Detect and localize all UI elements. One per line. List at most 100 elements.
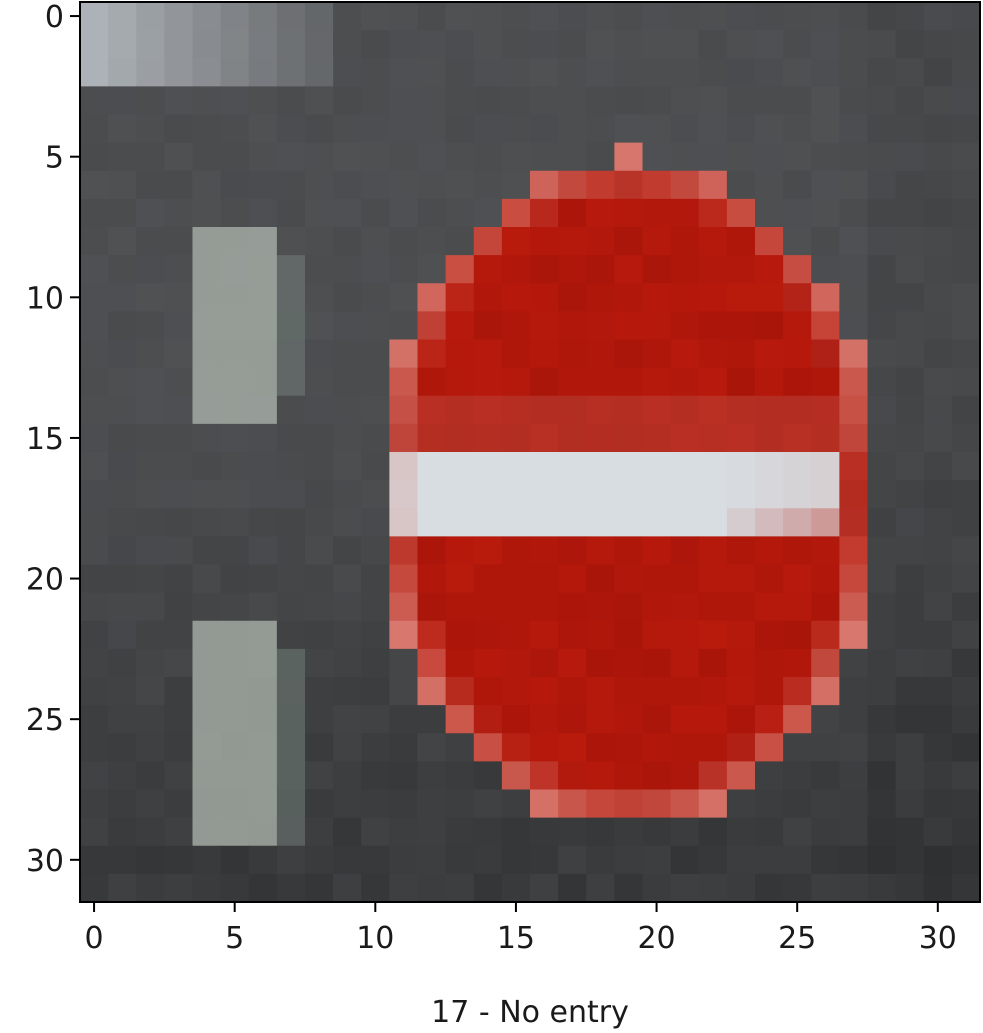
image-pixel — [670, 142, 700, 172]
image-pixel — [530, 198, 559, 228]
image-pixel — [501, 255, 531, 284]
image-pixel — [164, 733, 194, 762]
image-pixel — [389, 508, 419, 537]
image-pixel — [361, 86, 390, 116]
image-pixel — [361, 480, 390, 509]
image-pixel — [867, 367, 897, 397]
image-pixel — [248, 423, 278, 453]
image-pixel — [670, 2, 700, 31]
image-pixel — [726, 789, 756, 819]
image-pixel — [80, 114, 109, 144]
image-pixel — [164, 761, 194, 791]
image-pixel — [726, 452, 756, 481]
image-pixel — [614, 677, 644, 706]
image-pixel — [670, 423, 700, 453]
image-pixel — [501, 198, 531, 228]
image-pixel — [220, 30, 250, 59]
image-pixel — [389, 142, 419, 172]
image-pixel — [136, 789, 165, 819]
image-pixel — [614, 114, 644, 144]
image-pixel — [811, 198, 840, 228]
image-pixel — [389, 283, 419, 312]
image-pixel — [417, 733, 447, 762]
image-pixel — [305, 395, 334, 425]
image-pixel — [530, 761, 559, 791]
image-pixel — [726, 845, 756, 875]
image-pixel — [136, 564, 165, 594]
image-pixel — [867, 789, 897, 819]
image-pixel — [951, 311, 981, 341]
image-pixel — [276, 227, 306, 256]
image-pixel — [755, 86, 784, 116]
image-pixel — [867, 592, 897, 622]
image-pixel — [783, 845, 812, 875]
image-pixel — [698, 114, 728, 144]
image-pixel — [80, 339, 109, 369]
image-pixel — [248, 733, 278, 762]
image-pixel — [530, 733, 559, 762]
image-pixel — [333, 30, 362, 59]
image-pixel — [333, 677, 362, 706]
image-pixel — [867, 423, 897, 453]
image-pixel — [755, 255, 784, 284]
image-pixel — [220, 255, 250, 284]
image-pixel — [839, 845, 869, 875]
image-pixel — [530, 170, 559, 200]
image-pixel — [164, 227, 194, 256]
image-pixel — [220, 311, 250, 341]
image-pixel — [276, 592, 306, 622]
image-pixel — [923, 367, 953, 397]
image-pixel — [839, 508, 869, 537]
image-pixel — [839, 592, 869, 622]
image-pixel — [867, 227, 897, 256]
image-pixel — [136, 227, 165, 256]
image-pixel — [951, 58, 981, 87]
x-tick-label: 15 — [497, 921, 535, 956]
image-pixel — [530, 423, 559, 453]
image-pixel — [248, 339, 278, 369]
image-pixel — [136, 114, 165, 144]
image-pixel — [361, 170, 390, 200]
image-pixel — [389, 648, 419, 678]
image-pixel — [164, 142, 194, 172]
image-pixel — [276, 677, 306, 706]
image-pixel — [473, 30, 503, 59]
image-pixel — [586, 789, 615, 819]
image-pixel — [220, 114, 250, 144]
image-pixel — [361, 845, 390, 875]
image-pixel — [220, 789, 250, 819]
image-pixel — [951, 339, 981, 369]
image-pixel — [417, 592, 447, 622]
image-pixel — [867, 845, 897, 875]
image-pixel — [108, 761, 137, 791]
image-pixel — [333, 620, 362, 650]
image-pixel — [333, 789, 362, 819]
image-pixel — [783, 367, 812, 397]
image-pixel — [755, 648, 784, 678]
image-pixel — [473, 86, 503, 116]
image-pixel — [305, 536, 334, 566]
image-pixel — [276, 311, 306, 341]
image-pixel — [755, 677, 784, 706]
image-pixel — [839, 452, 869, 481]
image-pixel — [220, 620, 250, 650]
image-pixel — [698, 761, 728, 791]
image-pixel — [248, 170, 278, 200]
image-pixel — [923, 817, 953, 847]
image-pixel — [614, 2, 644, 31]
image-pixel — [276, 536, 306, 566]
image-pixel — [726, 536, 756, 566]
image-pixel — [951, 789, 981, 819]
image-pixel — [501, 170, 531, 200]
image-pixel — [642, 86, 672, 116]
plot-frame — [79, 1, 981, 903]
image-pixel — [839, 620, 869, 650]
image-pixel — [698, 395, 728, 425]
image-pixel — [698, 423, 728, 453]
image-pixel — [867, 677, 897, 706]
image-pixel — [276, 86, 306, 116]
image-pixel — [923, 564, 953, 594]
image-pixel — [698, 677, 728, 706]
image-pixel — [614, 789, 644, 819]
